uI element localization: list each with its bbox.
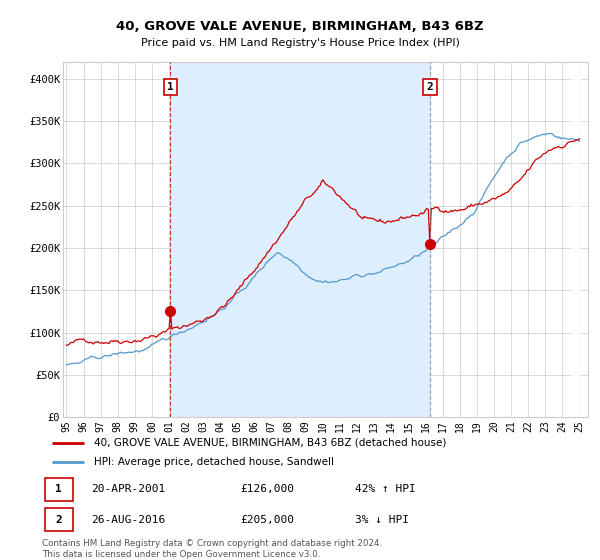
Text: Price paid vs. HM Land Registry's House Price Index (HPI): Price paid vs. HM Land Registry's House … bbox=[140, 38, 460, 48]
Text: HPI: Average price, detached house, Sandwell: HPI: Average price, detached house, Sand… bbox=[94, 457, 334, 467]
FancyBboxPatch shape bbox=[44, 508, 73, 531]
Text: Contains HM Land Registry data © Crown copyright and database right 2024.: Contains HM Land Registry data © Crown c… bbox=[42, 539, 382, 548]
Text: £205,000: £205,000 bbox=[241, 515, 295, 525]
Text: 20-APR-2001: 20-APR-2001 bbox=[92, 484, 166, 494]
Text: 1: 1 bbox=[167, 82, 174, 92]
Text: £126,000: £126,000 bbox=[241, 484, 295, 494]
Text: 40, GROVE VALE AVENUE, BIRMINGHAM, B43 6BZ (detached house): 40, GROVE VALE AVENUE, BIRMINGHAM, B43 6… bbox=[94, 437, 446, 447]
Text: This data is licensed under the Open Government Licence v3.0.: This data is licensed under the Open Gov… bbox=[42, 550, 320, 559]
Bar bbox=[571, 62, 581, 417]
Text: 3% ↓ HPI: 3% ↓ HPI bbox=[355, 515, 409, 525]
FancyBboxPatch shape bbox=[44, 478, 73, 501]
Text: 42% ↑ HPI: 42% ↑ HPI bbox=[355, 484, 416, 494]
Text: 1: 1 bbox=[55, 484, 62, 494]
Text: 2: 2 bbox=[55, 515, 62, 525]
Bar bbox=[170, 62, 430, 417]
Text: 40, GROVE VALE AVENUE, BIRMINGHAM, B43 6BZ: 40, GROVE VALE AVENUE, BIRMINGHAM, B43 6… bbox=[116, 20, 484, 32]
Text: 2: 2 bbox=[427, 82, 433, 92]
Text: 26-AUG-2016: 26-AUG-2016 bbox=[92, 515, 166, 525]
